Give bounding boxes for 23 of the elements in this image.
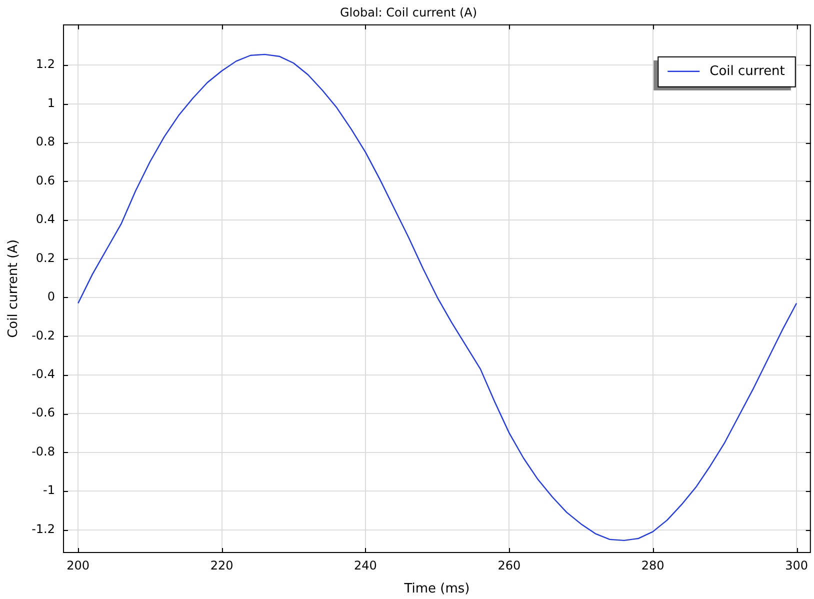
x-tick-label: 200 [66,558,90,572]
y-tick-label: 0.2 [36,250,56,265]
y-tick-label: -0.2 [32,328,56,342]
y-tick-label: 0.4 [36,212,56,226]
y-tick-label: -0.6 [32,406,56,420]
y-tick-label: -0.8 [32,444,56,458]
y-tick-label: 1 [47,96,56,110]
legend-label: Coil current [710,64,785,79]
x-tick-label: 220 [210,558,234,572]
y-tick-label: -1 [43,483,56,498]
y-tick-label: 0.6 [36,173,56,188]
x-axis-title: Time (ms) [403,582,470,597]
x-tick-label: 240 [354,558,377,572]
chart-title: Global: Coil current (A) [340,5,478,20]
y-tick-label: -1.2 [32,522,56,536]
y-axis-title: Coil current (A) [6,239,22,338]
x-tick-label: 260 [498,558,521,572]
x-tick-label: 280 [641,558,664,572]
y-tick-label: -0.4 [32,366,56,381]
y-tick-label: 0.8 [36,134,56,149]
x-tick-label: 300 [785,558,808,572]
y-tick-label: 0 [47,290,56,304]
y-tick-label: 1.2 [36,57,56,72]
